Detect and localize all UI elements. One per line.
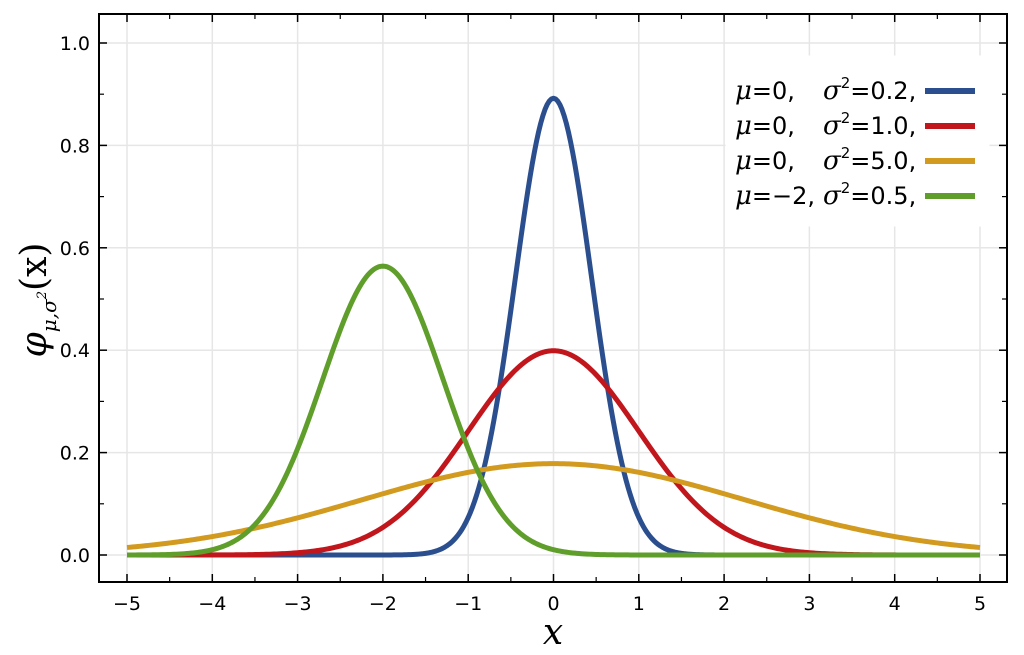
y-tick-label: 0.0 — [60, 545, 90, 567]
legend-mu-text: μ=0, — [735, 146, 795, 176]
x-tick-label: 2 — [718, 593, 730, 615]
legend-entry-4: μ=−2, σ2=0.5, — [735, 179, 975, 211]
legend-mu-text: μ=0, — [735, 76, 795, 106]
y-tick-label: 0.8 — [60, 135, 90, 157]
x-tick-label: −5 — [113, 593, 141, 615]
y-tick-label: 0.4 — [60, 340, 90, 362]
series-curve-4 — [126, 263, 981, 558]
y-axis-label-subscript-power: 2 — [35, 291, 50, 300]
legend-entry-3: μ=0, σ2=5.0, — [735, 144, 975, 176]
legend-entry-2: μ=0, σ2=1.0, — [735, 109, 975, 141]
legend: μ=0, σ2=0.2, μ=0, σ2=1.0, μ=0, σ2=5.0, μ=−2, σ2… — [735, 74, 975, 211]
y-tick-label: 0.2 — [60, 443, 90, 465]
x-axis-label: x — [543, 612, 563, 653]
y-axis-label: φμ,σ2(x) — [14, 243, 61, 358]
y-tick-label: 0.6 — [60, 238, 90, 260]
legend-sigma-text: σ2=5.0, — [823, 144, 916, 176]
x-tick-label: −3 — [284, 593, 312, 615]
legend-sigma-text: σ2=1.0, — [823, 109, 916, 141]
y-axis-label-argument: (x) — [14, 243, 55, 291]
x-tick-label: 3 — [803, 593, 815, 615]
y-axis-label-subscript: μ,σ — [37, 298, 61, 332]
svg-text:φμ,σ2(x): φμ,σ2(x) — [14, 243, 61, 358]
x-tick-label: −2 — [369, 593, 397, 615]
tick-labels: −5 −4 −3 −2 −1 0 1 2 3 4 5 0.0 0.2 0.4 0.6 0.8 1.0 — [60, 33, 986, 615]
legend-mu-text: μ=0, — [735, 111, 795, 141]
axis-ticks — [99, 14, 1007, 582]
y-tick-label: 1.0 — [60, 33, 90, 55]
series-curve-3 — [126, 461, 981, 550]
legend-sigma-text: σ2=0.2, — [823, 74, 916, 106]
x-tick-label: −4 — [198, 593, 226, 615]
x-tick-label: 4 — [889, 593, 901, 615]
x-tick-label: 0 — [547, 593, 559, 615]
y-axis-label-base: φ — [14, 331, 55, 357]
legend-entry-1: μ=0, σ2=0.2, — [735, 74, 975, 106]
legend-mu-text: μ=−2, — [735, 181, 815, 211]
x-tick-label: −1 — [454, 593, 482, 615]
x-tick-label: 5 — [974, 593, 986, 615]
x-tick-label: 1 — [633, 593, 645, 615]
legend-sigma-text: σ2=0.5, — [823, 179, 916, 211]
series-curves — [126, 95, 981, 558]
